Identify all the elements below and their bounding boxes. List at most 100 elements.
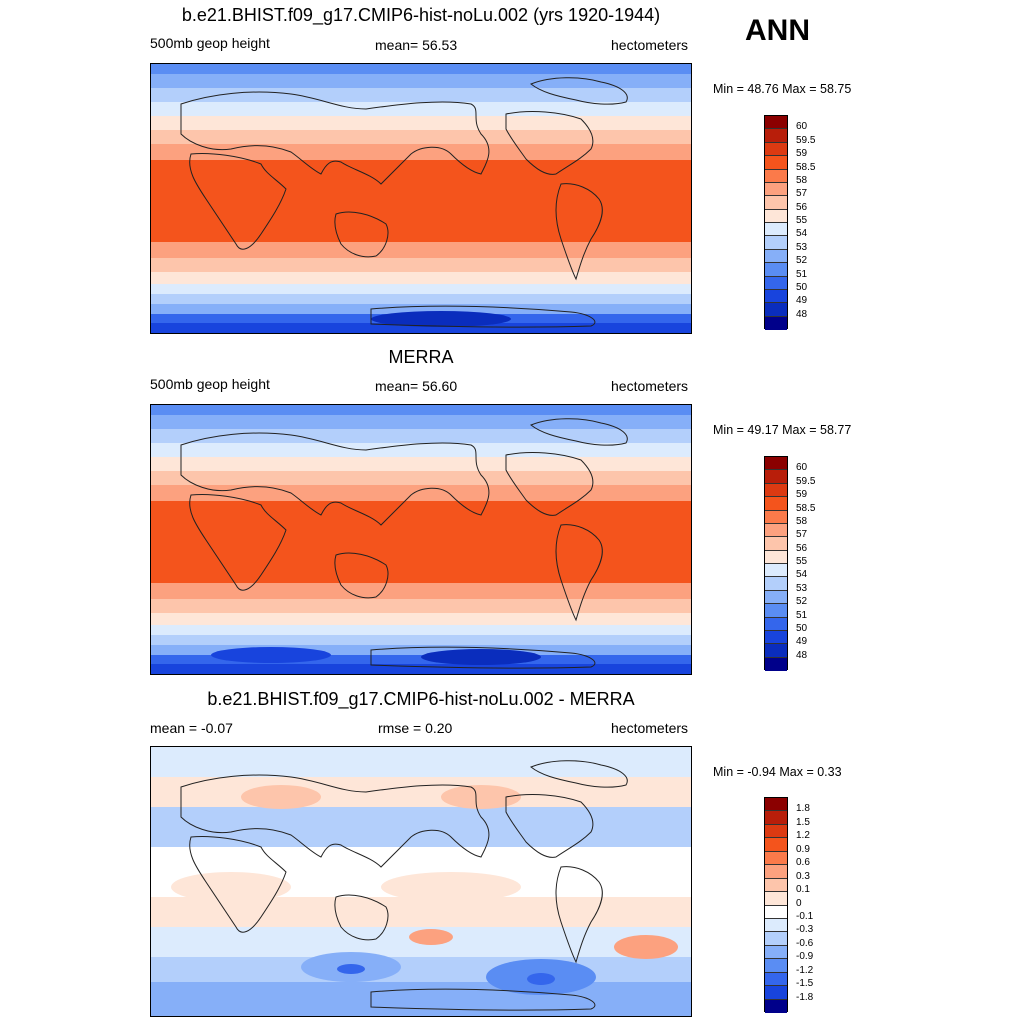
colorbar-tick-label: 0.9 xyxy=(796,843,810,855)
colorbar-segment xyxy=(765,457,787,471)
colorbar-segment xyxy=(765,824,787,839)
colorbar-tick-label: -0.3 xyxy=(796,924,814,936)
units-label: hectometers xyxy=(611,720,689,736)
colorbar-tick-label: 57 xyxy=(796,188,808,200)
colorbar-segment xyxy=(765,577,787,591)
colorbar-segment xyxy=(765,550,787,564)
season-label: ANN xyxy=(745,14,810,47)
colorbar-segment xyxy=(765,116,787,130)
colorbar-tick-label: 54 xyxy=(796,569,808,581)
colorbar xyxy=(764,456,788,671)
contour-map xyxy=(150,63,692,334)
colorbar-tick-label: 1.5 xyxy=(796,816,810,828)
colorbar xyxy=(764,797,788,1013)
colorbar-tick-label: 0 xyxy=(796,897,802,909)
colorbar-segment xyxy=(765,537,787,551)
colorbar-segment xyxy=(765,918,787,933)
colorbar-segment xyxy=(765,986,787,1000)
variable-label: 500mb geop height xyxy=(150,376,270,392)
colorbar-tick-label: 1.2 xyxy=(796,830,810,842)
colorbar-tick-label: 49 xyxy=(796,295,808,307)
colorbar-segment xyxy=(765,156,787,170)
colorbar-segment xyxy=(765,851,787,866)
variable-label: 500mb geop height xyxy=(150,35,270,51)
colorbar-segment xyxy=(765,209,787,223)
colorbar-segment xyxy=(765,630,787,645)
colorbar-segment xyxy=(765,878,787,893)
colorbar-segment xyxy=(765,590,787,605)
min-max-label: Min = 49.17 Max = 58.77 xyxy=(713,423,852,437)
colorbar-segment xyxy=(765,617,787,631)
colorbar-segment xyxy=(765,972,787,987)
colorbar-tick-label: 55 xyxy=(796,556,808,567)
colorbar-tick-label: 0.3 xyxy=(796,870,810,882)
colorbar-tick-label: 59.5 xyxy=(796,134,816,146)
colorbar-segment xyxy=(765,523,787,538)
colorbar-segment xyxy=(765,644,787,658)
colorbar-segment xyxy=(765,497,787,511)
colorbar-tick-label: 50 xyxy=(796,281,808,293)
panel-title: b.e21.BHIST.f09_g17.CMIP6-hist-noLu.002 … xyxy=(207,689,635,709)
mean-label: mean= 56.60 xyxy=(375,378,458,394)
colorbar-tick-label: -0.6 xyxy=(796,937,814,949)
colorbar-segment xyxy=(765,236,787,250)
colorbar-tick-label: 0.1 xyxy=(796,884,810,896)
colorbar-tick-label: -0.9 xyxy=(796,951,814,963)
colorbar-segment xyxy=(765,510,787,524)
colorbar-tick-label: 59 xyxy=(796,148,808,160)
rmse-label: rmse = 0.20 xyxy=(378,720,453,736)
min-max-label: Min = -0.94 Max = 0.33 xyxy=(713,765,842,779)
colorbar-tick-label: 51 xyxy=(796,268,808,280)
colorbar-tick-label: 57 xyxy=(796,529,808,541)
colorbar-segment xyxy=(765,289,787,304)
colorbar-tick-label: 54 xyxy=(796,228,808,240)
colorbar-segment xyxy=(765,263,787,277)
panel-title: MERRA xyxy=(388,347,454,367)
colorbar-segment xyxy=(765,483,787,498)
colorbar-segment xyxy=(765,564,787,578)
colorbar-segment xyxy=(765,196,787,210)
mean-label: mean = -0.07 xyxy=(150,720,233,736)
colorbar-segment xyxy=(765,223,787,237)
colorbar-tick-label: 49 xyxy=(796,636,808,648)
colorbar-segment xyxy=(765,316,787,330)
units-label: hectometers xyxy=(611,37,689,53)
colorbar-segment xyxy=(765,811,787,825)
colorbar-tick-label: 60 xyxy=(796,121,808,133)
colorbar-tick-label: 48 xyxy=(796,308,808,320)
colorbar-segment xyxy=(765,932,787,946)
colorbar-segment xyxy=(765,276,787,290)
units-label: hectometers xyxy=(611,378,689,394)
colorbar-tick-label: -1.2 xyxy=(796,964,814,976)
colorbar-tick-label: 56 xyxy=(796,201,808,213)
colorbar-tick-label: 58.5 xyxy=(796,502,816,514)
colorbar-segment xyxy=(765,169,787,183)
mean-label: mean= 56.53 xyxy=(375,37,458,53)
colorbar-tick-label: 56 xyxy=(796,542,808,554)
colorbar-tick-label: 58 xyxy=(796,515,808,527)
contour-map xyxy=(150,746,692,1017)
colorbar-tick-label: 50 xyxy=(796,622,808,634)
colorbar-tick-label: -1.8 xyxy=(796,991,814,1003)
colorbar-tick-label: 59.5 xyxy=(796,475,816,487)
colorbar-tick-label: 51 xyxy=(796,609,808,621)
colorbar-tick-label: -0.1 xyxy=(796,910,814,922)
colorbar-tick-label: 53 xyxy=(796,582,808,594)
colorbar-tick-label: 58.5 xyxy=(796,161,816,173)
colorbar-tick-label: 1.8 xyxy=(796,803,810,815)
colorbar-segment xyxy=(765,892,787,906)
colorbar-tick-label: 0.6 xyxy=(796,857,810,869)
colorbar-segment xyxy=(765,604,787,618)
colorbar-tick-label: 55 xyxy=(796,215,808,226)
colorbar-segment xyxy=(765,959,787,973)
min-max-label: Min = 48.76 Max = 58.75 xyxy=(713,82,852,96)
colorbar-tick-label: 58 xyxy=(796,174,808,186)
colorbar-segment xyxy=(765,657,787,671)
colorbar-segment xyxy=(765,303,787,317)
panel-title: b.e21.BHIST.f09_g17.CMIP6-hist-noLu.002 … xyxy=(181,5,661,25)
colorbar-segment xyxy=(765,865,787,879)
colorbar-segment xyxy=(765,249,787,264)
colorbar-tick-label: 52 xyxy=(796,596,808,608)
colorbar-segment xyxy=(765,142,787,157)
colorbar-segment xyxy=(765,838,787,852)
